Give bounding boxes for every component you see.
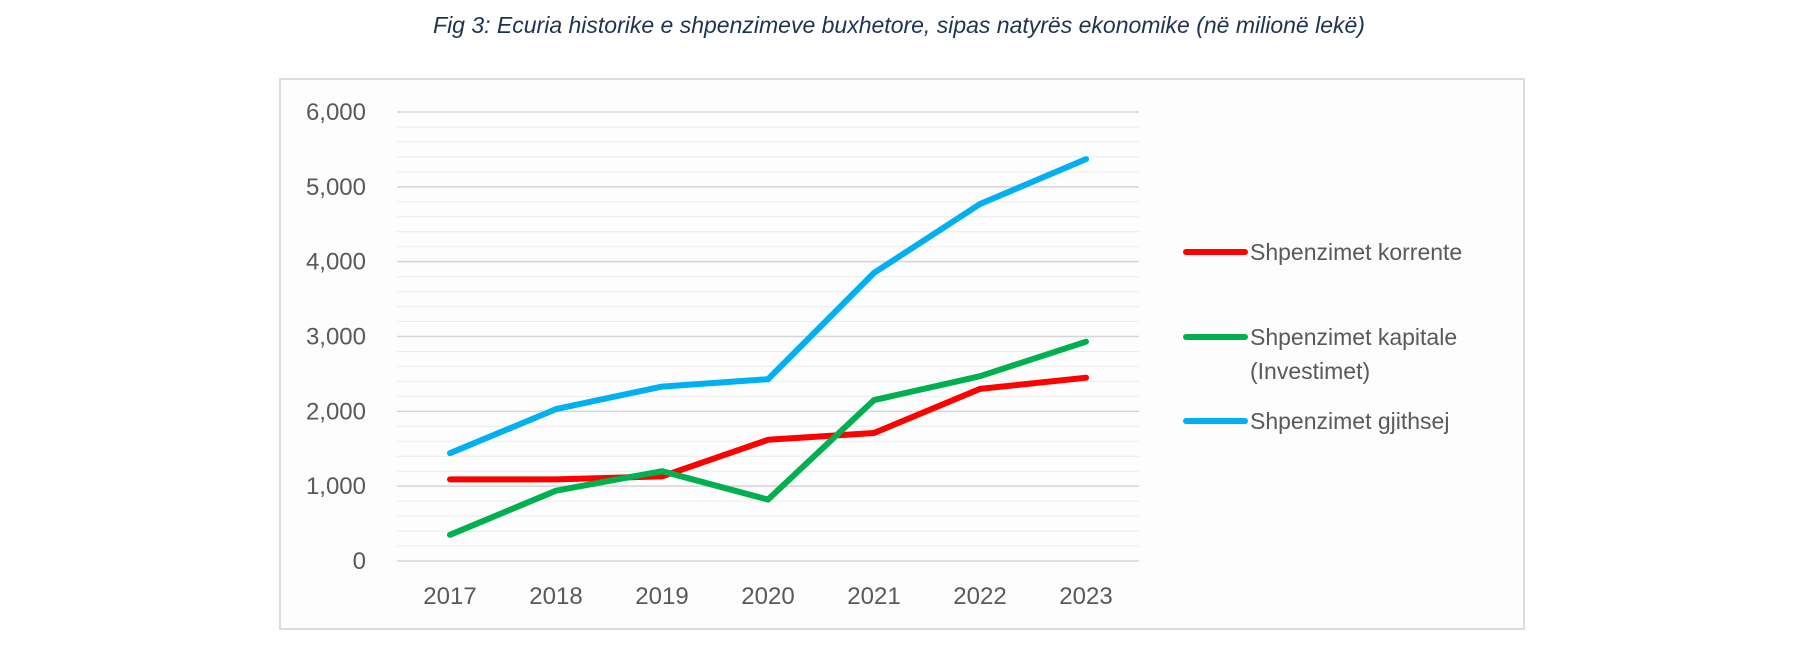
chart-frame — [279, 78, 1525, 630]
y-tick-label: 6,000 — [306, 99, 366, 126]
legend-label-2: Shpenzimet kapitale — [1250, 324, 1457, 350]
x-tick-label: 2022 — [953, 583, 1006, 610]
legend-label-1: Shpenzimet korrente — [1250, 239, 1462, 265]
legend-label-3: Shpenzimet gjithsej — [1250, 408, 1449, 434]
y-tick-label: 3,000 — [306, 324, 366, 351]
legend-label-2: (Investimet) — [1250, 358, 1370, 384]
x-tick-label: 2017 — [423, 583, 476, 610]
series-line-1 — [447, 374, 1089, 483]
y-tick-label: 0 — [353, 548, 366, 575]
series-line-3 — [447, 156, 1089, 457]
y-tick-label: 2,000 — [306, 398, 366, 425]
x-tick-label: 2018 — [529, 583, 582, 610]
y-tick-label: 1,000 — [306, 473, 366, 500]
x-tick-label: 2020 — [741, 583, 794, 610]
x-tick-label: 2019 — [635, 583, 688, 610]
chart-title: Fig 3: Ecuria historike e shpenzimeve bu… — [433, 12, 1365, 38]
x-tick-label: 2021 — [847, 583, 900, 610]
y-tick-label: 5,000 — [306, 174, 366, 201]
y-tick-label: 4,000 — [306, 249, 366, 276]
series-line-2 — [447, 338, 1089, 538]
x-tick-label: 2023 — [1059, 583, 1112, 610]
